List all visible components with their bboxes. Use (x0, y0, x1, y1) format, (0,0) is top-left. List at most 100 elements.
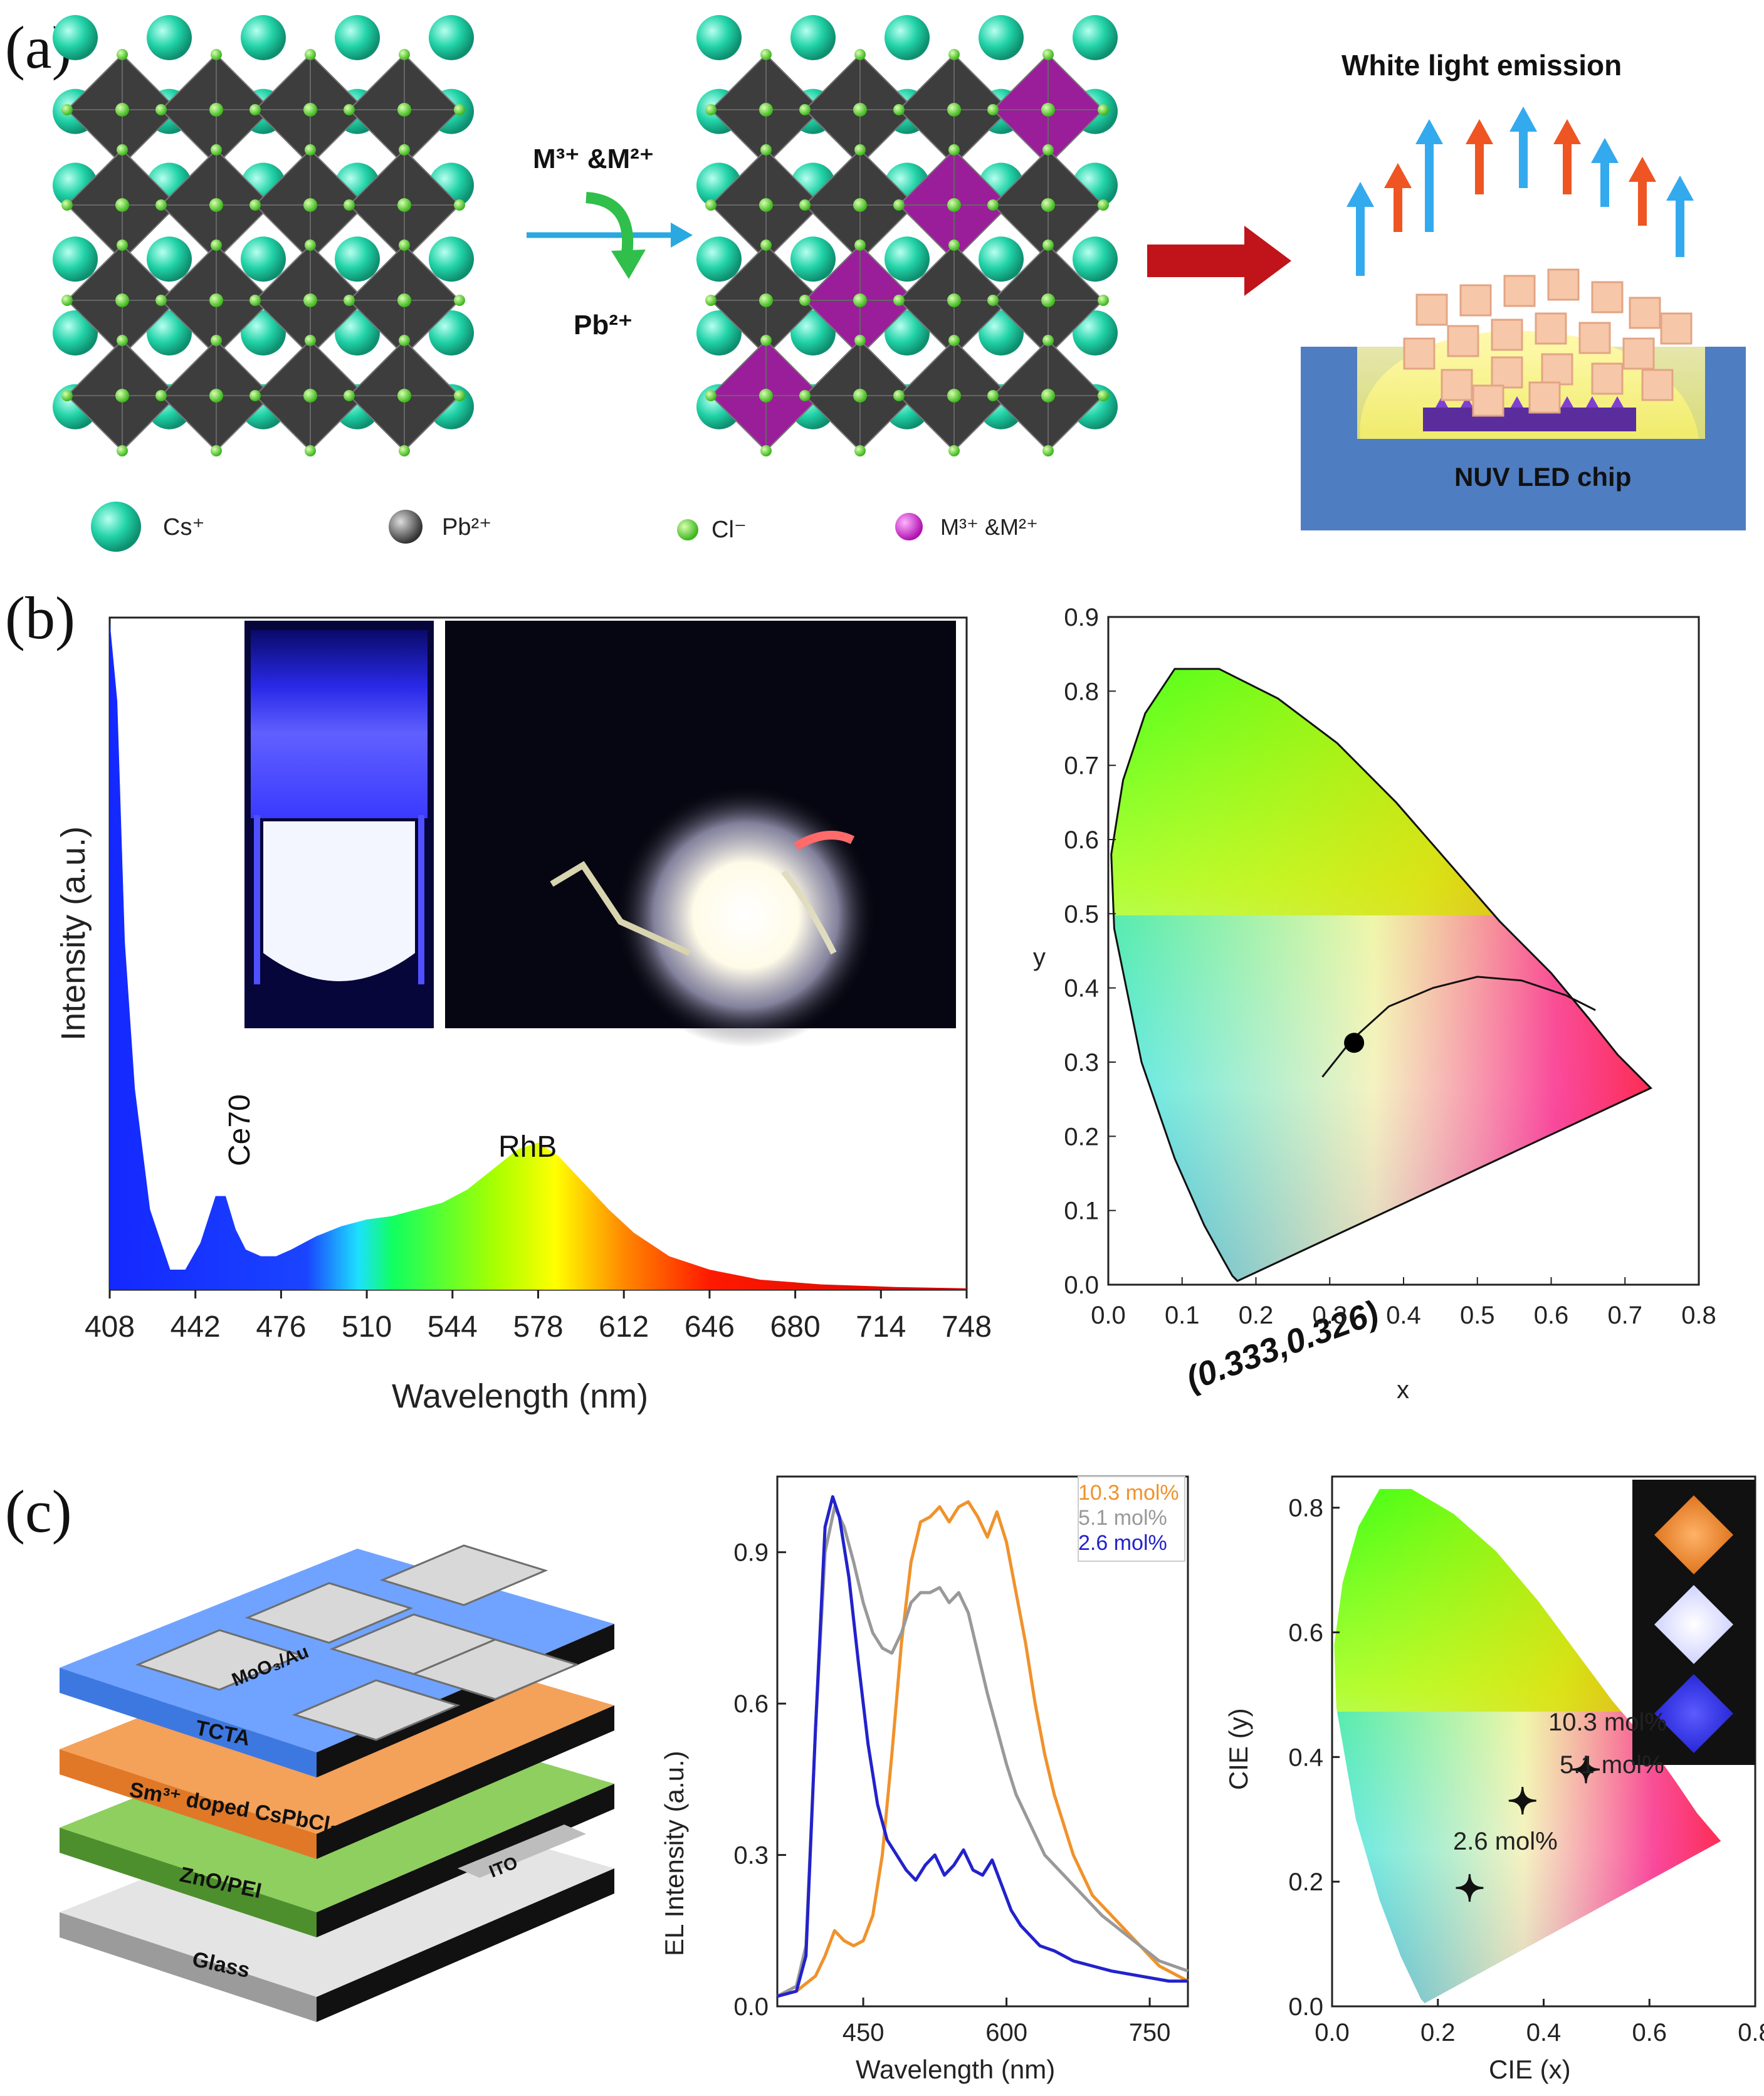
cie-b-ylabel: y (1033, 944, 1046, 971)
cl-ion (760, 49, 772, 60)
cl-ion (249, 199, 261, 211)
white-light-title: White light emission (1341, 49, 1622, 82)
x-tick-label: 680 (770, 1310, 821, 1344)
doped-lattice (696, 15, 1118, 456)
x-tick-label: 0.6 (1632, 2019, 1667, 2046)
nanocube (1403, 337, 1436, 370)
spectrum-xticks: 408 442 476 510 544 578 612 646 680 714 748 (85, 1290, 992, 1344)
cs-ion (979, 15, 1024, 60)
vial-photo (244, 621, 434, 1028)
x-tick-label: 0.1 (1165, 1302, 1200, 1329)
cl-ion (211, 49, 222, 60)
legend-cl-label: Cl⁻ (711, 517, 747, 543)
device-photos (1632, 1480, 1755, 1765)
cs-ion (1073, 15, 1118, 60)
cl-ion (303, 198, 317, 212)
nanocube (1660, 312, 1693, 345)
cs-ion (885, 310, 930, 355)
x-tick-label: 646 (685, 1310, 735, 1344)
cs-ion (429, 236, 474, 282)
cl-ion (209, 103, 223, 117)
process-arrow (1147, 226, 1291, 296)
cl-ion (117, 240, 128, 251)
panel-c-label: (c) (5, 1478, 72, 1545)
cl-ion (117, 335, 128, 346)
cl-ion (115, 293, 129, 307)
y-tick-label: 0.6 (1288, 1619, 1323, 1647)
cl-ion (854, 144, 866, 155)
y-tick-label: 0.8 (1288, 1495, 1323, 1522)
cie-c-points (1456, 1756, 1600, 1902)
el-yticks: 0.0 0.3 0.6 0.9 (733, 1539, 786, 2021)
cl-ion (853, 103, 867, 117)
cs-ion (147, 15, 192, 60)
cl-ion (705, 390, 717, 401)
cl-ion (987, 199, 999, 211)
layer-tcta (60, 1544, 614, 1777)
cl-ion (947, 198, 961, 212)
x-tick-label: 578 (513, 1310, 563, 1344)
cs-ion (979, 236, 1024, 282)
cie-point (1344, 1033, 1365, 1053)
peak-label-rhb: RhB (498, 1130, 557, 1164)
x-tick-label: 510 (342, 1310, 392, 1344)
cs-ion (1073, 236, 1118, 282)
cl-ion (155, 295, 167, 306)
nanocube (1528, 381, 1561, 414)
atom-legend: Cs⁺ Pb²⁺ Cl⁻ M³⁺ &M²⁺ (91, 502, 1038, 552)
legend-m-symbol (895, 513, 923, 540)
nanocube (1591, 362, 1624, 395)
cl-ion (893, 199, 905, 211)
cl-ion (305, 335, 316, 346)
cl-ion (1098, 390, 1109, 401)
cl-ion (760, 445, 772, 456)
cl-ion (249, 104, 261, 115)
cl-ion (344, 104, 355, 115)
cs-ion (696, 310, 742, 355)
y-tick-label: 0.4 (1064, 975, 1099, 1003)
cs-ion (241, 310, 286, 355)
cs-ion (979, 310, 1024, 355)
cs-ion (53, 310, 98, 355)
cie-c-yticks: 0.0 0.2 0.4 0.6 0.8 (1288, 1495, 1340, 2021)
panel-c-cie: 10.3 mol% 5.1 mol% 2.6 mol% 0.0 0.2 0.4 0.6… (1224, 1475, 1764, 2084)
y-tick-label: 0.3 (733, 1842, 769, 1870)
cl-ion (1041, 389, 1055, 403)
cl-ion (705, 104, 717, 115)
cl-ion (397, 293, 411, 307)
undoped-lattice (53, 15, 474, 456)
cl-ion (1042, 445, 1054, 456)
cie-b-xlabel: x (1397, 1376, 1409, 1404)
x-tick-label: 0.3 (1312, 1302, 1347, 1329)
nanocube (1535, 312, 1567, 345)
nanocube (1547, 268, 1580, 301)
cs-ion (335, 15, 380, 60)
nanocube (1541, 353, 1573, 386)
el-xlabel: Wavelength (nm) (856, 2055, 1055, 2084)
cie-b-yticks: 0.0 0.1 0.2 0.3 0.4 0.5 0.6 0.7 0.8 0.9 (1064, 604, 1116, 1299)
cl-ion (1042, 240, 1054, 251)
peak-label-ce70: Ce70 (223, 1094, 256, 1166)
cl-ion (760, 335, 772, 346)
y-tick-label: 0.2 (1288, 1868, 1323, 1896)
cl-ion (115, 389, 129, 403)
cl-ion (759, 389, 773, 403)
cl-ion (61, 390, 73, 401)
nanocube (1622, 337, 1655, 370)
y-tick-label: 0.3 (1064, 1049, 1099, 1077)
cie-b-xticks: 0.0 0.1 0.2 0.3 0.4 0.5 0.6 0.7 0.8 (1091, 1277, 1716, 1329)
x-tick-label: 408 (85, 1310, 135, 1344)
legend-pb-label: Pb²⁺ (442, 514, 491, 540)
cl-ion (61, 104, 73, 115)
cl-ion (305, 49, 316, 60)
cl-ion (948, 144, 960, 155)
cl-ion (948, 49, 960, 60)
legend-cs-symbol (91, 502, 141, 552)
cs-ion (885, 236, 930, 282)
cl-ion (399, 445, 410, 456)
cl-ion (893, 390, 905, 401)
cl-ion (117, 144, 128, 155)
cs-ion (790, 15, 836, 60)
cl-ion (759, 198, 773, 212)
y-tick-label: 0.0 (1064, 1272, 1099, 1299)
